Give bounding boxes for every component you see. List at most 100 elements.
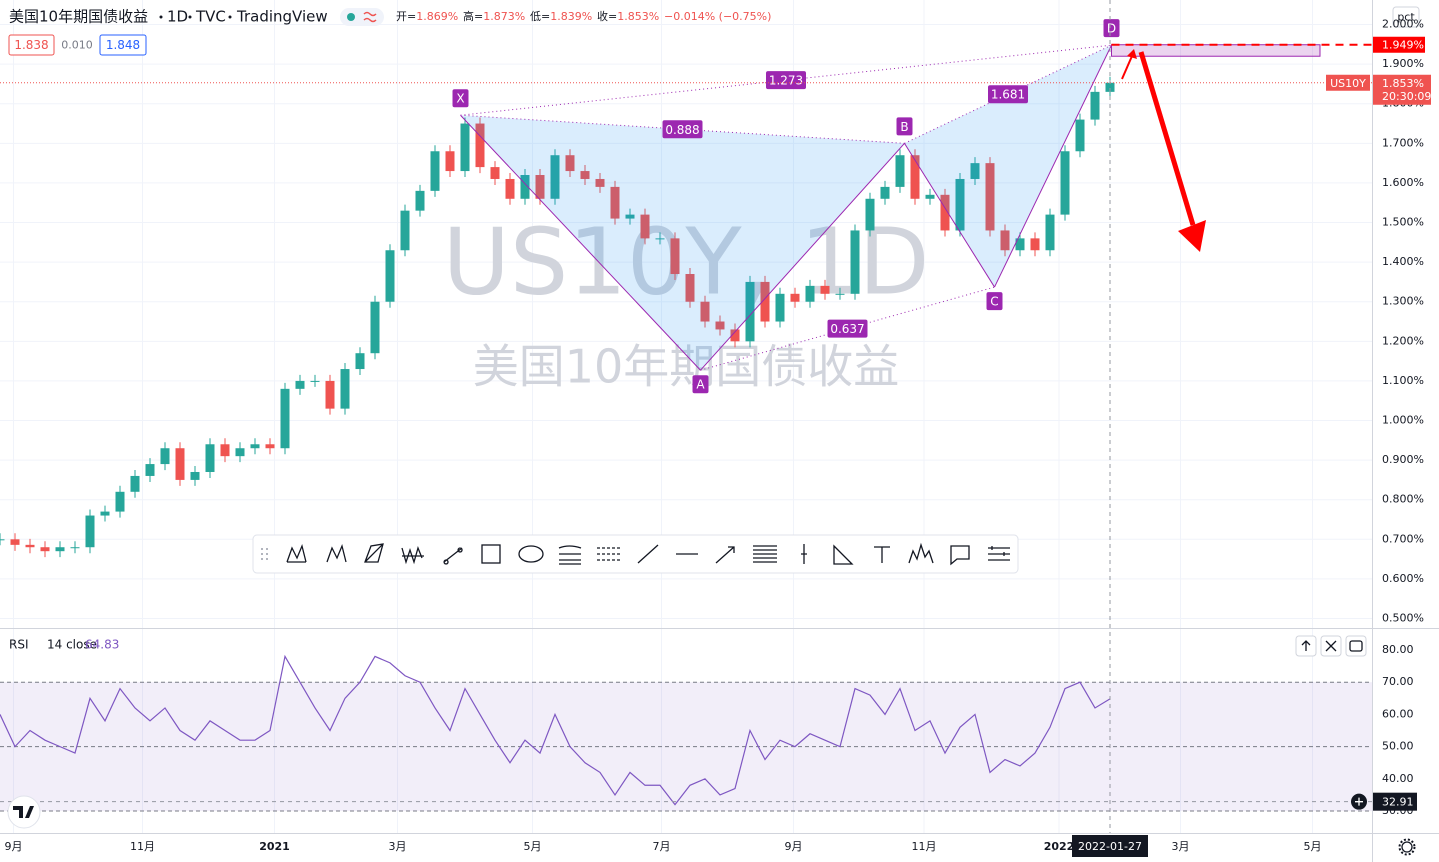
- x-tick-label: 7月: [653, 840, 671, 853]
- tool-cypher[interactable]: [326, 543, 347, 563]
- point-box: [986, 292, 1003, 311]
- status-pill[interactable]: [340, 8, 384, 26]
- candle: [190, 471, 200, 480]
- tool-fib[interactable]: [597, 547, 621, 561]
- watermark-title: 美国10年期国债收益: [473, 340, 900, 394]
- y-tick-label: 0.500%: [1382, 611, 1424, 624]
- candle: [610, 186, 620, 219]
- tool-trend[interactable]: [443, 547, 463, 565]
- y-tick-label: 1.200%: [1382, 334, 1424, 347]
- unit-button[interactable]: [1392, 6, 1420, 28]
- date-tag: [1072, 835, 1148, 857]
- candle: [145, 464, 155, 476]
- y-tick-label: 1.600%: [1382, 176, 1424, 189]
- candle: [430, 151, 440, 191]
- ratio-box: [988, 85, 1028, 104]
- candle: [1045, 214, 1055, 251]
- tool-ellipse[interactable]: [518, 545, 544, 563]
- logo-mark: [13, 806, 34, 818]
- x-tick-label: 3月: [1172, 840, 1190, 853]
- rsi-tick-label: 60.00: [1382, 707, 1414, 720]
- ohlc-label: 开=: [396, 10, 416, 23]
- rsi-tick-label: 50.00: [1382, 740, 1414, 753]
- candle: [0, 539, 5, 541]
- candle: [715, 321, 725, 330]
- candle: [940, 194, 950, 231]
- gear-teeth: [1398, 838, 1416, 856]
- candle: [100, 511, 110, 516]
- ohlc-item: 低=1.839%: [530, 10, 592, 23]
- annotation-arrows: [1121, 49, 1206, 252]
- pattern-fill: [460, 115, 905, 371]
- bid-box[interactable]: [8, 34, 55, 56]
- tool-abcd[interactable]: [364, 543, 384, 563]
- ohlc-item: 高=1.873%: [463, 9, 525, 23]
- icon: [1349, 640, 1363, 652]
- tool-projection[interactable]: [988, 546, 1010, 561]
- separator: [159, 15, 163, 19]
- candle: [325, 380, 335, 409]
- candle: [790, 293, 800, 302]
- tool-rect[interactable]: [481, 544, 501, 564]
- crosshair-tag: [1373, 792, 1417, 811]
- candle: [670, 238, 680, 275]
- point-box: [692, 375, 709, 394]
- drag-handle[interactable]: [261, 548, 268, 560]
- tool-measure[interactable]: [833, 544, 854, 565]
- crosshair-label: 32.91: [1382, 796, 1414, 809]
- market-status: [347, 13, 355, 21]
- candle: [850, 230, 860, 294]
- point-box: [896, 117, 913, 136]
- rsi-params: 14 close: [47, 638, 97, 652]
- gear[interactable]: [1401, 841, 1413, 853]
- settings[interactable]: [1398, 838, 1416, 856]
- candle: [970, 163, 980, 179]
- candle: [775, 293, 785, 322]
- y-tick-label: 1.900%: [1382, 57, 1424, 70]
- candle: [490, 167, 500, 179]
- logo-bg: [7, 795, 41, 829]
- tool-gann[interactable]: [753, 545, 777, 563]
- candle: [85, 515, 95, 548]
- date-label: 2022-01-27: [1078, 840, 1142, 853]
- candle: [310, 380, 320, 382]
- tool-arrow[interactable]: [715, 546, 735, 564]
- exchange: TVC: [195, 8, 226, 26]
- ohlc-item: 开=1.869%: [396, 10, 458, 23]
- ohlc: 开=1.869% 高=1.873% 低=1.839% 收=1.853% −0.014% …: [396, 9, 771, 23]
- ohlc-value: 1.839%: [550, 10, 592, 23]
- ask-box[interactable]: [99, 34, 147, 56]
- tool-text[interactable]: [874, 546, 890, 563]
- x-tick-label: 9月: [5, 840, 23, 853]
- tool-xabcd[interactable]: [286, 543, 307, 563]
- header: 美国10年期国债收益 1D TVC TradingView 开=1.869% 高=…: [8, 8, 771, 56]
- tool-elliott[interactable]: [401, 545, 424, 565]
- candle: [205, 444, 215, 472]
- grid: [0, 0, 1372, 833]
- tool-pitchfork[interactable]: [558, 545, 582, 565]
- spread: 0.010: [61, 39, 93, 52]
- candle: [10, 539, 20, 545]
- symbol-label: US10Y: [1330, 77, 1366, 90]
- pattern-leg: [994, 44, 1112, 288]
- point-label: X: [456, 92, 464, 106]
- x-tick-label: 3月: [389, 840, 407, 853]
- tool-vline[interactable]: [801, 544, 807, 564]
- candle: [460, 123, 470, 172]
- ohlc-value: 1.873%: [483, 10, 525, 23]
- candle: [370, 301, 380, 354]
- tool-pattern[interactable]: [908, 542, 934, 564]
- maximize-button[interactable]: [1345, 635, 1367, 657]
- candle: [235, 448, 245, 457]
- candle: [160, 448, 170, 465]
- candle: [385, 250, 395, 302]
- tool-line[interactable]: [637, 544, 659, 564]
- x-tick-label: 5月: [1304, 840, 1322, 853]
- tool-callout[interactable]: [950, 545, 970, 566]
- ohlc-value: 1.853%: [617, 10, 659, 23]
- candle: [640, 214, 650, 239]
- separator: [228, 15, 232, 19]
- candle: [340, 369, 350, 409]
- candle: [1075, 119, 1085, 152]
- ohlc-item: −0.014% (−0.75%): [664, 10, 771, 23]
